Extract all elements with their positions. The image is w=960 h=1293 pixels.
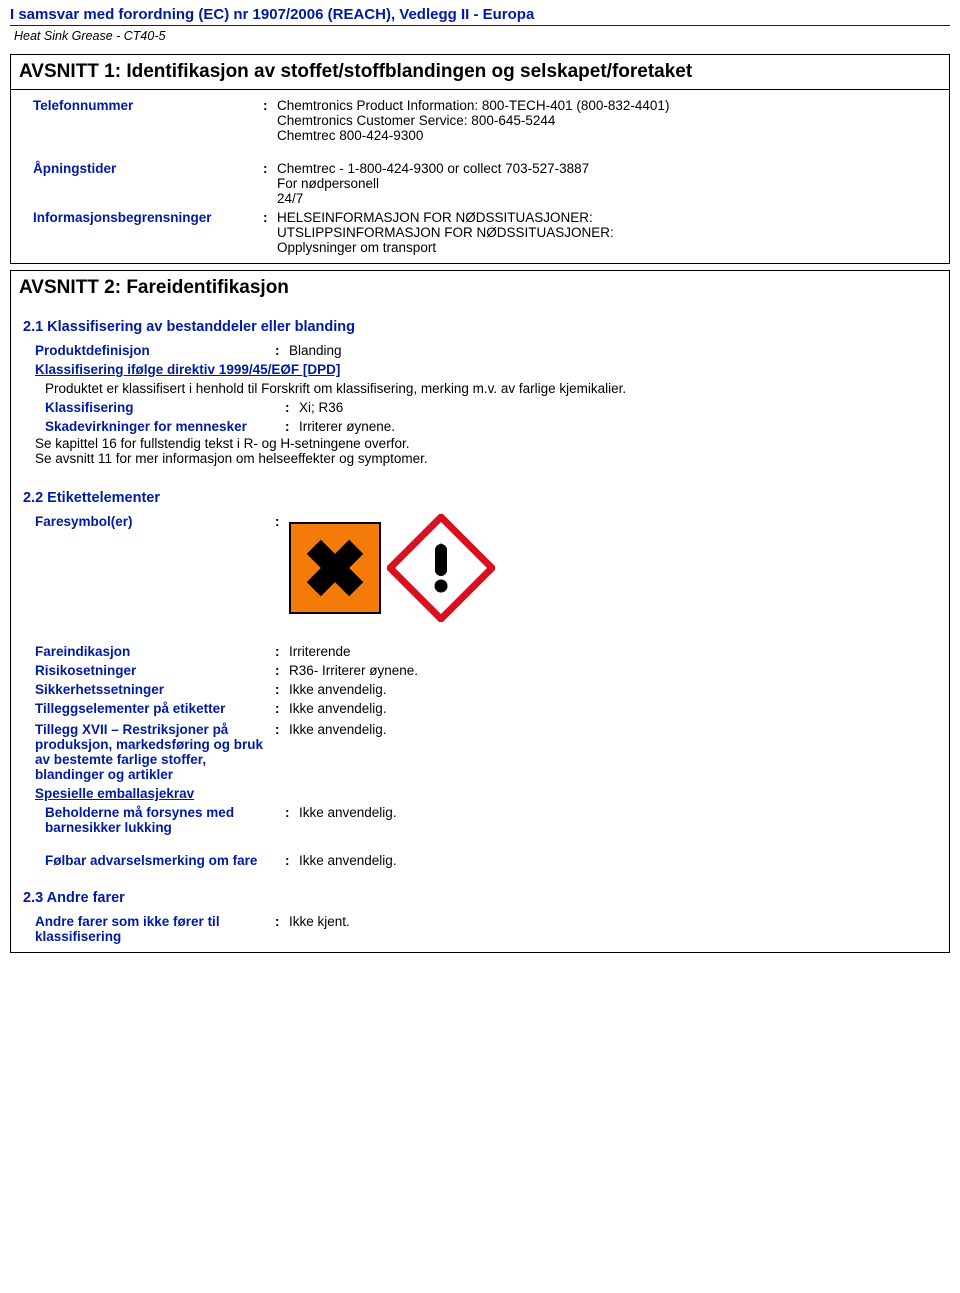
annex-xvii-value: Ikke anvendelig.: [289, 722, 925, 782]
packaging-req-heading: Spesielle emballasjekrav: [35, 786, 194, 801]
info-restrict-value: HELSEINFORMASJON FOR NØDSSITUASJONER: UT…: [277, 210, 927, 255]
heading-2-3: 2.3 Andre farer: [23, 890, 937, 906]
section-2: AVSNITT 2: Fareidentifikasjon 2.1 Klassi…: [10, 270, 950, 953]
risk-phrase-value: R36- Irriterer øynene.: [289, 663, 925, 678]
childproof-label: Beholderne må forsynes med barnesikker l…: [45, 805, 285, 835]
dpd-classification-link: Klassifisering ifølge direktiv 1999/45/E…: [35, 362, 340, 377]
product-def-label: Produktdefinisjon: [35, 343, 275, 358]
ghs-exclamation-pictogram: [387, 514, 495, 622]
hazard-symbols-label: Faresymbol(er): [35, 514, 275, 529]
annex-xvii-label: Tillegg XVII – Restriksjoner på produksj…: [35, 722, 275, 782]
hours-label: Åpningstider: [33, 161, 263, 206]
colon: :: [285, 419, 299, 434]
colon: :: [263, 161, 277, 206]
colon: :: [285, 805, 299, 835]
harm-value: Irriterer øynene.: [299, 419, 925, 434]
hours-value: Chemtrec - 1-800-424-9300 or collect 703…: [277, 161, 927, 206]
colon: :: [275, 343, 289, 358]
phone-label: Telefonnummer: [33, 98, 263, 143]
product-def-value: Blanding: [289, 343, 925, 358]
heading-2-1: 2.1 Klassifisering av bestanddeler eller…: [23, 319, 937, 335]
info-restrict-label: Informasjonsbegrensninger: [33, 210, 263, 255]
supplemental-label: Tilleggselementer på etiketter: [35, 701, 275, 716]
colon: :: [275, 914, 289, 944]
classified-text: Produktet er klassifisert i henhold til …: [35, 381, 925, 396]
see-section-11: Se avsnitt 11 for mer informasjon om hel…: [35, 451, 925, 466]
colon: :: [275, 682, 289, 697]
safety-phrase-value: Ikke anvendelig.: [289, 682, 925, 697]
colon: :: [275, 722, 289, 782]
indication-label: Fareindikasjon: [35, 644, 275, 659]
colon: :: [275, 701, 289, 716]
risk-phrase-label: Risikosetninger: [35, 663, 275, 678]
regulation-header: I samsvar med forordning (EC) nr 1907/20…: [10, 6, 950, 26]
safety-phrase-label: Sikkerhetssetninger: [35, 682, 275, 697]
tactile-warning-label: Følbar advarselsmerking om fare: [45, 853, 285, 868]
section-1: AVSNITT 1: Identifikasjon av stoffet/sto…: [10, 54, 950, 264]
colon: :: [275, 514, 289, 529]
classification-value: Xi; R36: [299, 400, 925, 415]
tactile-warning-value: Ikke anvendelig.: [299, 853, 925, 868]
irritant-pictogram-x: [289, 522, 381, 614]
harm-label: Skadevirkninger for mennesker: [35, 419, 285, 434]
colon: :: [275, 663, 289, 678]
colon: :: [263, 210, 277, 255]
phone-value: Chemtronics Product Information: 800-TEC…: [277, 98, 927, 143]
colon: :: [275, 644, 289, 659]
other-hazards-value: Ikke kjent.: [289, 914, 925, 944]
childproof-value: Ikke anvendelig.: [299, 805, 925, 835]
section-2-title: AVSNITT 2: Fareidentifikasjon: [11, 273, 949, 305]
colon: :: [285, 400, 299, 415]
indication-value: Irriterende: [289, 644, 925, 659]
colon: :: [263, 98, 277, 143]
heading-2-2: 2.2 Etikettelementer: [23, 490, 937, 506]
product-name: Heat Sink Grease - CT40-5: [10, 26, 950, 48]
supplemental-value: Ikke anvendelig.: [289, 701, 925, 716]
section-1-title: AVSNITT 1: Identifikasjon av stoffet/sto…: [11, 57, 949, 90]
colon: :: [285, 853, 299, 868]
see-section-16: Se kapittel 16 for fullstendig tekst i R…: [35, 436, 925, 451]
classification-label: Klassifisering: [35, 400, 285, 415]
other-hazards-label: Andre farer som ikke fører til klassifis…: [35, 914, 275, 944]
